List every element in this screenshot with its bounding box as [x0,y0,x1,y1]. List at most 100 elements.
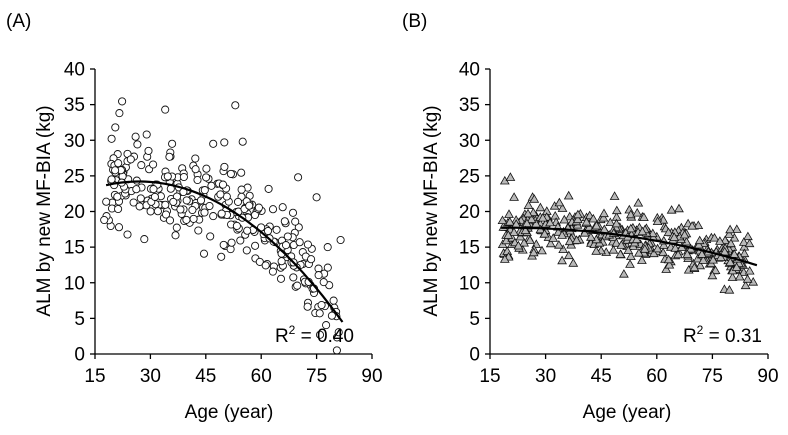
data-point [666,205,677,214]
data-point [217,209,226,218]
axes-a [90,68,373,359]
data-point [743,231,753,241]
data-point [200,208,209,217]
data-point [637,255,647,264]
data-point [725,257,736,266]
data-point [336,235,345,245]
data-point [283,232,292,241]
data-point [504,209,514,218]
data-point [322,321,331,330]
data-point [611,238,622,247]
data-point [172,192,182,201]
data-point [648,248,659,258]
y-tick-label: 0 [469,345,480,366]
data-point [153,207,162,216]
data-point [694,239,704,249]
data-point [172,223,181,232]
data-point [554,239,564,249]
data-point [744,265,755,275]
data-point [218,180,228,189]
data-point [293,281,302,290]
data-point [731,262,742,271]
data-point [202,164,211,173]
data-point [111,166,120,175]
data-point [579,228,590,237]
x-tick-label: 60 [251,366,272,387]
x-tick-label: 75 [702,366,723,387]
chart-panel-b: (B) ALM by new MF-BIA (kg) Age (year) 0 5… [402,11,779,423]
data-point [505,172,516,181]
data-point [715,236,725,245]
data-point [744,238,755,248]
data-point [251,241,260,250]
x-tick-label: 15 [479,366,500,387]
data-point [605,217,616,227]
data-point [661,264,672,273]
data-point [114,223,124,232]
data-point [571,235,582,244]
data-point [739,248,750,258]
tick-labels-a: 0 5 10 15 20 25 30 35 40 15 30 45 60 75 90 [64,60,383,388]
data-point [528,207,539,217]
data-point [323,263,332,272]
data-point [559,214,570,224]
data-point [509,227,519,236]
data-point [727,272,738,281]
data-point [332,346,341,355]
data-point [163,172,172,181]
data-point [189,214,198,223]
data-point [557,255,567,265]
data-point [695,260,706,270]
data-point [687,221,697,230]
y-tick-label: 5 [74,309,85,330]
data-point [303,302,312,311]
data-point [291,217,300,226]
data-point [637,226,648,236]
data-point [276,274,286,283]
data-point [209,212,218,221]
x-tick-label: 90 [757,366,778,387]
data-point [107,175,116,184]
data-point [586,232,596,241]
data-point [519,237,529,247]
data-point [142,130,151,139]
data-point [615,249,626,258]
data-point [698,255,709,264]
data-point [216,190,225,199]
y-tick-label: 10 [64,273,85,294]
data-point [323,243,332,252]
data-point [317,300,326,310]
x-tick-label: 45 [195,366,216,387]
data-point [619,269,629,278]
data-point [738,237,749,246]
data-point [708,254,718,264]
y-tick-label: 30 [459,131,480,152]
data-point [726,238,736,248]
data-point [179,172,188,182]
data-point [731,224,742,233]
data-point [537,212,548,222]
data-point [135,202,144,211]
data-point [599,208,609,218]
data-point [303,240,312,249]
data-point [563,190,574,200]
data-point [710,265,721,275]
data-point [707,270,718,280]
data-point [295,238,304,247]
y-tick-label: 25 [64,166,85,187]
data-point [624,204,635,214]
data-point [264,184,273,193]
data-point [237,168,246,177]
y-tick-label: 25 [459,166,480,187]
y-tick-label: 15 [64,238,85,259]
data-point [206,232,215,241]
data-point [734,271,745,281]
data-point [497,215,508,225]
x-tick-label: 45 [591,366,612,387]
data-point [673,249,683,259]
data-point [236,236,245,245]
data-point [102,197,111,206]
data-point [608,245,619,254]
y-tick-label: 20 [64,202,85,223]
data-point [572,214,583,224]
